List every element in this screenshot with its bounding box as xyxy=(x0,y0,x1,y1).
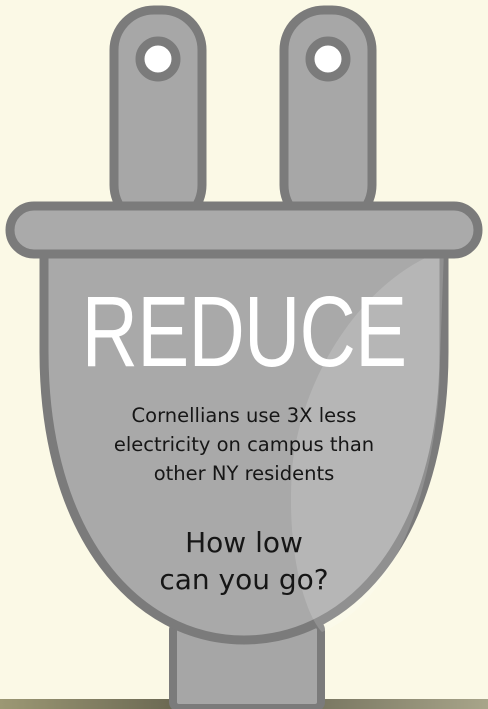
question-line: How low xyxy=(185,526,303,559)
question-line: can you go? xyxy=(159,563,329,596)
fact-line: Cornellians use 3X less xyxy=(131,404,357,427)
fact-line: other NY residents xyxy=(153,462,335,485)
plug-band xyxy=(5,201,483,259)
plug-prong-left xyxy=(109,5,207,230)
question-text: How low can you go? xyxy=(60,524,428,598)
plug-body xyxy=(39,231,449,645)
headline-reduce: REDUCE xyxy=(81,276,407,388)
fact-text: Cornellians use 3X less electricity on c… xyxy=(60,401,428,488)
plug-prong-right xyxy=(279,5,377,230)
plug-highlight xyxy=(290,250,444,632)
fact-line: electricity on campus than xyxy=(113,433,375,456)
